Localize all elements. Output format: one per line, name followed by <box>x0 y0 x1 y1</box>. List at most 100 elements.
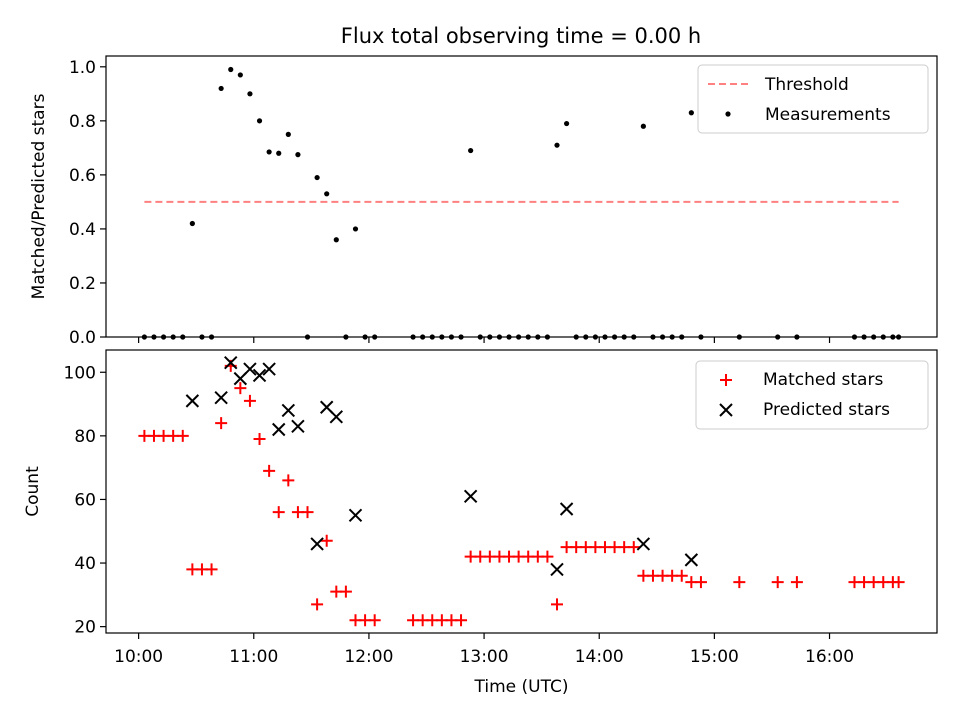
ratio-panel: 0.0 0.2 0.4 0.6 0.8 1.0 Matched/Predicted sta… <box>29 55 938 348</box>
matched-star-point <box>263 464 276 477</box>
y-tick-label: 20 <box>74 618 96 638</box>
y-tick-label: 0.0 <box>69 328 96 348</box>
measurement-point <box>285 131 291 137</box>
chart-title: Flux total observing time = 0.00 h <box>341 24 701 48</box>
measurement-point <box>688 110 694 116</box>
matched-star-point <box>627 541 640 554</box>
x-tick-label: 12:00 <box>344 647 393 667</box>
count-panel-x-label: Time (UTC) <box>474 677 569 697</box>
predicted-star-point <box>559 502 574 516</box>
count-panel-x-ticks: 10:00 11:00 12:00 13:00 14:00 15:00 16:00 <box>114 633 854 667</box>
predicted-star-point <box>329 410 344 424</box>
matched-star-point <box>790 576 803 589</box>
ratio-panel-frame <box>105 55 938 338</box>
matched-star-point <box>771 576 784 589</box>
matched-legend-label: Matched stars <box>763 370 883 390</box>
matched-star-point <box>215 417 228 430</box>
y-tick-label: 0.4 <box>69 220 96 240</box>
measurements-legend-label: Measurements <box>765 105 891 125</box>
predicted-star-point <box>224 356 238 370</box>
y-tick-label: 80 <box>74 427 96 447</box>
measurement-point <box>333 237 339 243</box>
predicted-star-point <box>262 362 276 376</box>
measurement-point <box>564 120 570 127</box>
matched-star-point <box>234 382 247 395</box>
measurement-point <box>266 149 272 155</box>
matched-star-point <box>455 614 468 627</box>
measurement-point <box>295 152 301 158</box>
matched-star-point <box>892 576 905 589</box>
count-legend-box <box>695 360 929 430</box>
predicted-star-point <box>243 362 257 376</box>
matched-star-point <box>176 429 189 442</box>
measurement-point <box>640 123 646 129</box>
measurement-point <box>218 85 224 92</box>
ratio-panel-y-ticks: 0.0 0.2 0.4 0.6 0.8 1.0 <box>69 58 106 348</box>
matched-legend-swatch <box>720 374 732 386</box>
measurement-point <box>256 118 263 124</box>
y-tick-label: 0.8 <box>69 112 96 132</box>
count-panel-frame <box>105 349 938 634</box>
predicted-star-point <box>185 394 200 408</box>
measurement-point <box>324 191 330 197</box>
y-tick-label: 100 <box>64 363 96 383</box>
predicted-star-point <box>636 537 651 551</box>
ratio-panel-y-label: Matched/Predicted stars <box>29 93 49 299</box>
matched-stars-points <box>138 359 905 627</box>
measurement-point <box>352 226 359 232</box>
ratio-panel-x-ticks <box>138 337 831 343</box>
matched-star-point <box>243 394 256 407</box>
predicted-stars-points <box>185 356 699 577</box>
y-tick-label: 60 <box>74 490 96 510</box>
measurement-point <box>189 220 195 227</box>
x-tick-label: 16:00 <box>805 647 854 667</box>
measurement-point <box>468 147 474 154</box>
count-panel-legend: Matched stars Predicted stars <box>695 360 929 430</box>
predicted-star-point <box>310 537 324 551</box>
matched-star-point <box>694 576 707 589</box>
matched-star-point <box>272 506 285 519</box>
predicted-star-point <box>252 368 267 383</box>
predicted-star-point <box>348 508 363 523</box>
count-panel: 20 40 60 80 100 10:00 11:00 12:00 13:00 14:00 15:… <box>23 349 938 697</box>
x-tick-label: 10:00 <box>114 647 163 667</box>
matched-star-point <box>253 433 266 446</box>
predicted-star-point <box>272 422 286 437</box>
measurement-point <box>314 174 320 181</box>
matched-star-point <box>339 585 352 598</box>
y-tick-label: 0.2 <box>69 274 96 294</box>
x-tick-label: 13:00 <box>460 647 509 667</box>
matched-star-point <box>205 563 218 576</box>
measurement-point <box>247 91 253 97</box>
measurement-point <box>237 72 243 78</box>
predicted-star-point <box>463 489 478 503</box>
matched-star-point <box>733 576 746 589</box>
matched-star-point <box>282 474 295 487</box>
y-tick-label: 40 <box>74 554 96 574</box>
ratio-panel-legend: Threshold Measurements <box>697 64 929 134</box>
x-tick-label: 14:00 <box>575 647 624 667</box>
x-tick-label: 15:00 <box>690 647 739 667</box>
matched-star-point <box>311 598 324 611</box>
predicted-star-point <box>291 419 305 434</box>
predicted-star-point <box>684 553 699 567</box>
y-tick-label: 1.0 <box>69 58 96 78</box>
count-panel-y-label: Count <box>23 466 43 517</box>
predicted-star-point <box>281 403 296 418</box>
matched-star-point <box>551 598 564 611</box>
measurement-point <box>276 150 282 156</box>
matched-star-point <box>301 506 314 519</box>
matched-star-point <box>675 569 688 582</box>
matched-star-point <box>320 534 333 547</box>
threshold-legend-label: Threshold <box>764 75 849 95</box>
x-tick-label: 11:00 <box>229 647 278 667</box>
matched-star-point <box>368 614 381 627</box>
count-panel-y-ticks: 20 40 60 80 100 <box>64 363 106 638</box>
predicted-star-point <box>214 390 228 405</box>
ratio-legend-box <box>697 64 929 134</box>
predicted-star-point <box>550 562 564 577</box>
measurement-point <box>554 142 560 148</box>
measurement-point <box>228 66 234 73</box>
measurements-legend-swatch <box>725 111 731 117</box>
